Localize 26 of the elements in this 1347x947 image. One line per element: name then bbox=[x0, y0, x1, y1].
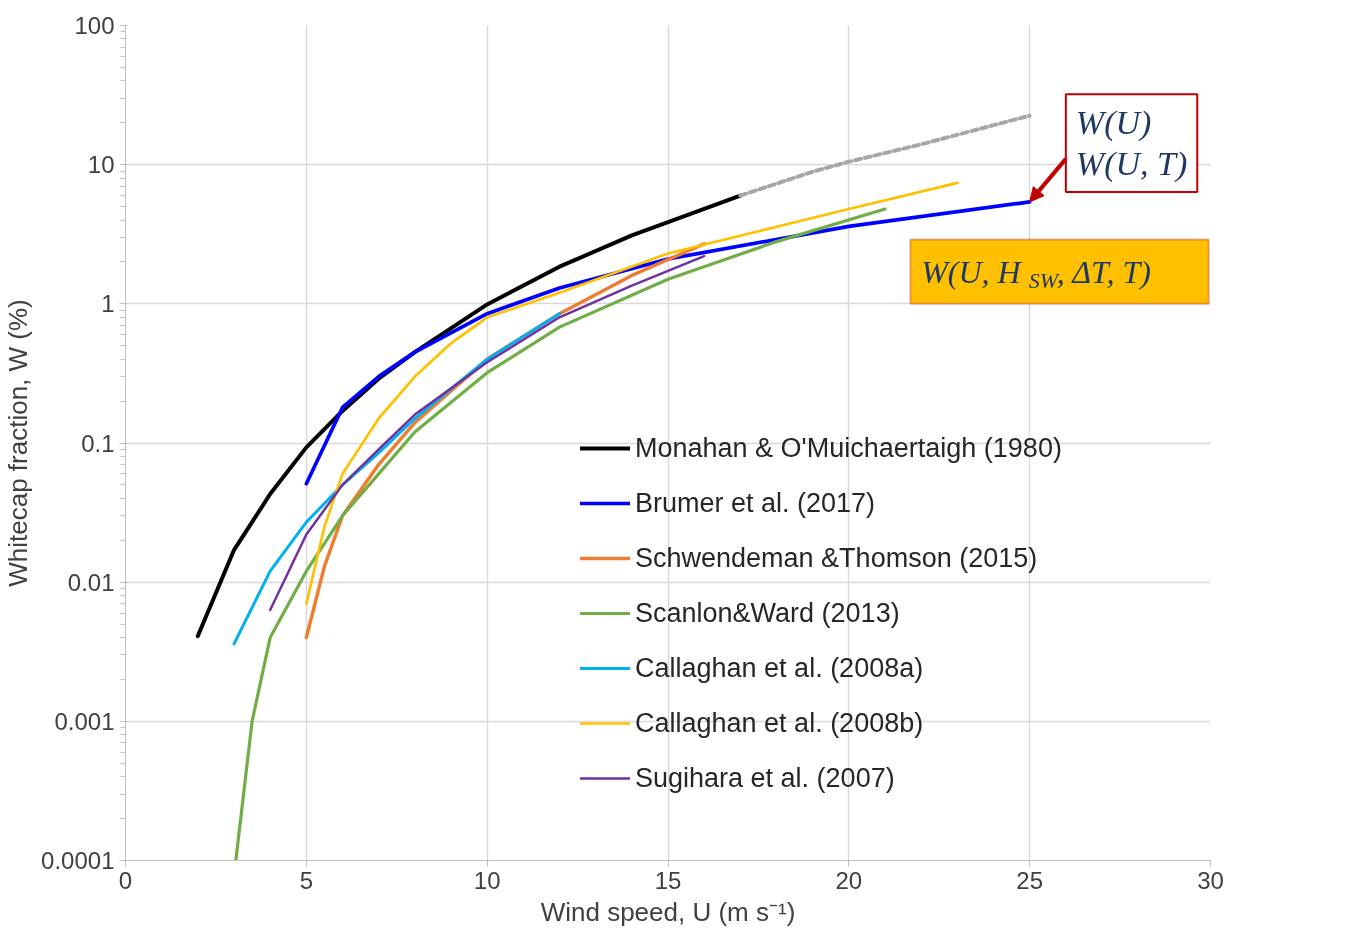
x-tick-label: 20 bbox=[835, 866, 863, 894]
legend-label: Monahan & O'Muichaertaigh (1980) bbox=[635, 431, 1062, 465]
x-axis-title: Wind speed, U (m s⁻¹) bbox=[540, 896, 796, 927]
x-tick-label: 15 bbox=[654, 866, 682, 894]
x-tick-label: 0 bbox=[118, 866, 133, 894]
y-tick-label: 100 bbox=[74, 12, 115, 39]
y-tick-label: 0.1 bbox=[81, 429, 115, 457]
y-tick-label: 1 bbox=[101, 290, 115, 318]
x-tick-label: 10 bbox=[473, 866, 501, 894]
x-tick-label: 5 bbox=[299, 866, 314, 894]
legend-label: Callaghan et al. (2008a) bbox=[635, 651, 924, 685]
x-tick-label: 25 bbox=[1016, 866, 1044, 894]
y-tick-label: 10 bbox=[87, 151, 115, 179]
legend-label: Brumer et al. (2017) bbox=[635, 486, 876, 520]
legend-label: Sugihara et al. (2007) bbox=[635, 761, 895, 795]
legend-label: Schwendeman &Thomson (2015) bbox=[635, 541, 1038, 575]
y-axis-title: Whitecap fraction, W (%) bbox=[3, 299, 34, 587]
legend-label: Scanlon&Ward (2013) bbox=[635, 596, 900, 630]
y-tick-label: 0.0001 bbox=[41, 847, 115, 874]
annotation: W(U) bbox=[1075, 104, 1152, 143]
x-tick-label: 30 bbox=[1197, 866, 1224, 894]
line-series bbox=[738, 113, 1032, 198]
y-tick-label: 0.001 bbox=[54, 707, 115, 735]
legend-label: Callaghan et al. (2008b) bbox=[635, 706, 924, 740]
annotation: W(U, T) bbox=[1075, 145, 1188, 184]
y-tick-label: 0.01 bbox=[67, 568, 115, 596]
